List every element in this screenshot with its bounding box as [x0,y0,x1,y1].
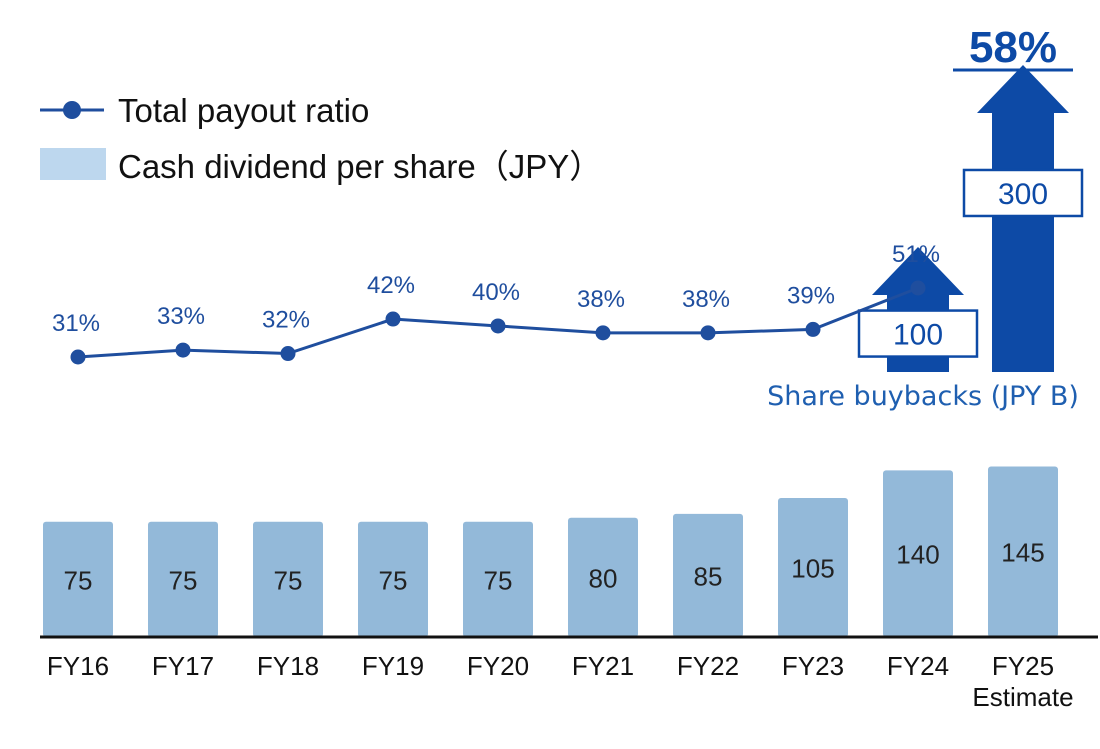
payout-ratio-point [175,342,191,358]
dividend-bar [778,498,848,637]
x-tick-label: FY22 [677,651,739,681]
buyback-value-box [962,168,1084,218]
payout-ratio-point [490,318,506,334]
dividend-bar [43,521,113,637]
payout-ratio-point [70,349,86,365]
legend-bar-label: Cash dividend per share（JPY） [118,148,602,185]
dividend-bar-label: 75 [169,565,198,595]
dividend-bar-label: 75 [379,565,408,595]
x-tick-label: FY16 [47,651,109,681]
dividend-bar [883,470,953,637]
payout-ratio-point [805,321,821,337]
dividend-bar-label: 80 [589,563,618,593]
payout-ratio-label: 51% [892,241,940,268]
x-tick-label: FY20 [467,651,529,681]
payout-ratio-label: 38% [682,286,730,313]
payout-ratio-point [595,325,611,341]
buyback-layer: 100 300 58% [857,23,1084,372]
buyback-value-label: 300 [998,178,1048,211]
x-tick-label: FY21 [572,651,634,681]
payout-ratio-label: 31% [52,310,100,337]
payout-ratio-point [385,311,401,327]
dividend-bar [253,521,323,637]
share-buybacks-caption: Share buybacks (JPY B) [767,381,1079,412]
dividend-bar-label: 145 [1001,538,1044,568]
buyback-arrow [977,65,1069,372]
dividend-bar-label: 85 [694,561,723,591]
x-tick-sublabel: Estimate [972,682,1073,712]
dividend-bar-label: 75 [64,565,93,595]
dividend-bar [463,521,533,637]
payout-ratio-point [910,280,926,296]
dividend-bar [673,513,743,637]
x-tick-label: FY25 [992,651,1054,681]
payout-ratio-label: 38% [577,286,625,313]
payout-ratio-point [700,325,716,341]
bars-layer: 75 75 75 75 75 80 85 105 140 145 [43,466,1058,637]
line-layer: 31% 33% 32% 42% 40% 38% 38% 39% 51% [52,241,940,365]
legend-marker-swatch [63,101,81,119]
payout-ratio-label: 40% [472,279,520,306]
fy25-payout-ratio-label: 58% [969,23,1057,72]
dividend-bar-label: 105 [791,554,834,584]
buyback-value-label: 100 [893,319,943,352]
buyback-value-box [857,309,979,358]
x-tick-label: FY24 [887,651,949,681]
x-tick-label: FY17 [152,651,214,681]
x-tick-label: FY23 [782,651,844,681]
payout-ratio-label: 39% [787,282,835,309]
payout-ratio-label: 42% [367,272,415,299]
payout-ratio-label: 32% [262,307,310,334]
dividend-bar [358,521,428,637]
legend-bar-swatch [40,148,106,180]
payout-ratio-label: 33% [157,303,205,330]
dividend-bar-label: 75 [274,565,303,595]
dividend-bar-label: 75 [484,565,513,595]
dividend-bar-label: 140 [896,540,939,570]
payout-ratio-point [280,346,296,362]
x-tick-label: FY18 [257,651,319,681]
dividend-bar [148,521,218,637]
dividend-bar [988,466,1058,637]
legend-line-label: Total payout ratio [118,92,369,129]
dividend-bar [568,517,638,637]
legend: Total payout ratio Cash dividend per sha… [40,92,602,185]
x-axis-labels: FY16 FY17 FY18 FY19 FY20 FY21 FY22 FY23 FY24 FY25… [47,651,1074,712]
x-tick-label: FY19 [362,651,424,681]
